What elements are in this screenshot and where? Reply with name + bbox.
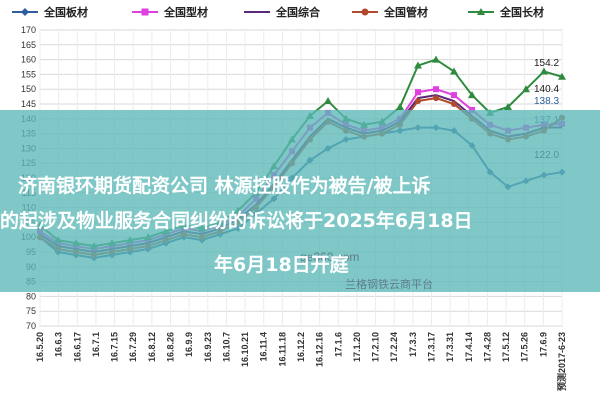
legend-marker (477, 8, 485, 15)
x-tick-label: 16.11.4 (259, 332, 269, 362)
end-value-label: 140.4 (534, 84, 559, 95)
data-point (451, 92, 457, 99)
y-tick-label: 160 (21, 55, 36, 65)
data-point (540, 67, 548, 75)
legend-label: 全国综合 (275, 5, 321, 19)
y-tick-label: 155 (21, 69, 36, 79)
x-tick-label: 17.5.26 (520, 332, 530, 362)
data-point (451, 101, 457, 107)
data-point (469, 106, 475, 113)
y-tick-label: 70 (26, 321, 36, 331)
x-tick-label: 16.6.3 (54, 332, 64, 357)
data-point (324, 97, 332, 105)
x-tick-label: 16.7.29 (128, 332, 138, 362)
x-tick-label: 16.10.7 (221, 332, 231, 362)
x-tick-label: 17.4.14 (464, 332, 474, 362)
data-point (415, 89, 421, 96)
x-tick-label: 17.5.12 (501, 332, 511, 362)
overlay-line-3: 年6月18日开庭 (214, 254, 349, 276)
legend-marker (141, 8, 149, 16)
y-tick-label: 165 (21, 40, 36, 50)
watermark-name: 兰格钢铁云商平台 (345, 279, 433, 291)
y-tick-label: 170 (21, 25, 36, 35)
x-tick-label: 17.6.9 (538, 332, 548, 357)
x-tick-label: 17.2.24 (389, 332, 399, 362)
end-value-label: 138.3 (534, 96, 559, 107)
data-point (396, 102, 404, 110)
y-tick-label: 145 (21, 99, 36, 109)
data-point (414, 61, 422, 69)
x-tick-label: 16.6.17 (72, 332, 82, 362)
x-axis: 16.5.20 16.6.3 16.6.17 16.7.1 16.7.15 16.7.29… (35, 332, 567, 391)
data-point (432, 55, 440, 63)
x-tick-label: 17.2.10 (371, 332, 381, 362)
legend-label: 全国长材 (499, 5, 544, 19)
x-tick-label: 16.7.1 (91, 332, 101, 357)
x-tick-label: 17.4.28 (482, 332, 492, 362)
watermark-site: ge360.com (300, 250, 360, 264)
x-tick-label: 16.7.15 (110, 332, 120, 362)
data-point (558, 72, 566, 80)
y-tick-label: 150 (21, 84, 36, 94)
x-tick-label: 16.11.18 (277, 332, 287, 367)
x-tick-label: 17.1.20 (352, 332, 362, 362)
x-tick-label: 17.1.6 (333, 332, 343, 357)
overlay-line-1: 济南银环期货配资公司 林源控股作为被告/被上诉 (18, 175, 431, 197)
x-tick-label: 17.3.3 (408, 332, 418, 357)
x-tick-label: 16.10.21 (240, 332, 250, 367)
data-point (415, 98, 421, 105)
overlay-line-2: 的起涉及物业服务合同纠纷的诉讼将于2025年6月18日 (0, 210, 473, 232)
x-tick-label: 16.12.16 (315, 332, 325, 367)
x-tick-label: 17.3.31 (445, 332, 455, 362)
legend-label: 全国型材 (163, 5, 208, 19)
legend-label: 全国管材 (383, 5, 428, 19)
data-point (450, 67, 458, 75)
data-point (433, 86, 439, 93)
x-tick-label: 16.8.26 (166, 332, 176, 362)
x-tick-label: 16.9.9 (184, 332, 194, 357)
x-tick-label: 预测2017-6-23 (556, 332, 567, 391)
x-tick-label: 17.3.17 (427, 332, 437, 362)
end-value-label: 154.2 (534, 58, 559, 69)
data-point (468, 91, 476, 99)
data-point (504, 102, 512, 110)
y-tick-label: 75 (26, 306, 36, 316)
x-tick-label: 16.5.20 (35, 332, 45, 362)
y-tick-label: 80 (26, 291, 36, 301)
x-tick-label: 16.9.23 (203, 332, 213, 362)
legend-label: 全国板材 (43, 5, 88, 19)
legend: 全国板材 全国型材 全国综合 全国管材 全国长材 (12, 5, 544, 19)
promo-overlay-band (0, 110, 600, 292)
legend-marker (361, 8, 369, 16)
legend-marker (21, 8, 29, 16)
x-tick-label: 16.12.2 (296, 332, 306, 362)
x-tick-label: 16.8.12 (147, 332, 157, 362)
data-point (522, 85, 530, 93)
data-point (433, 95, 439, 102)
